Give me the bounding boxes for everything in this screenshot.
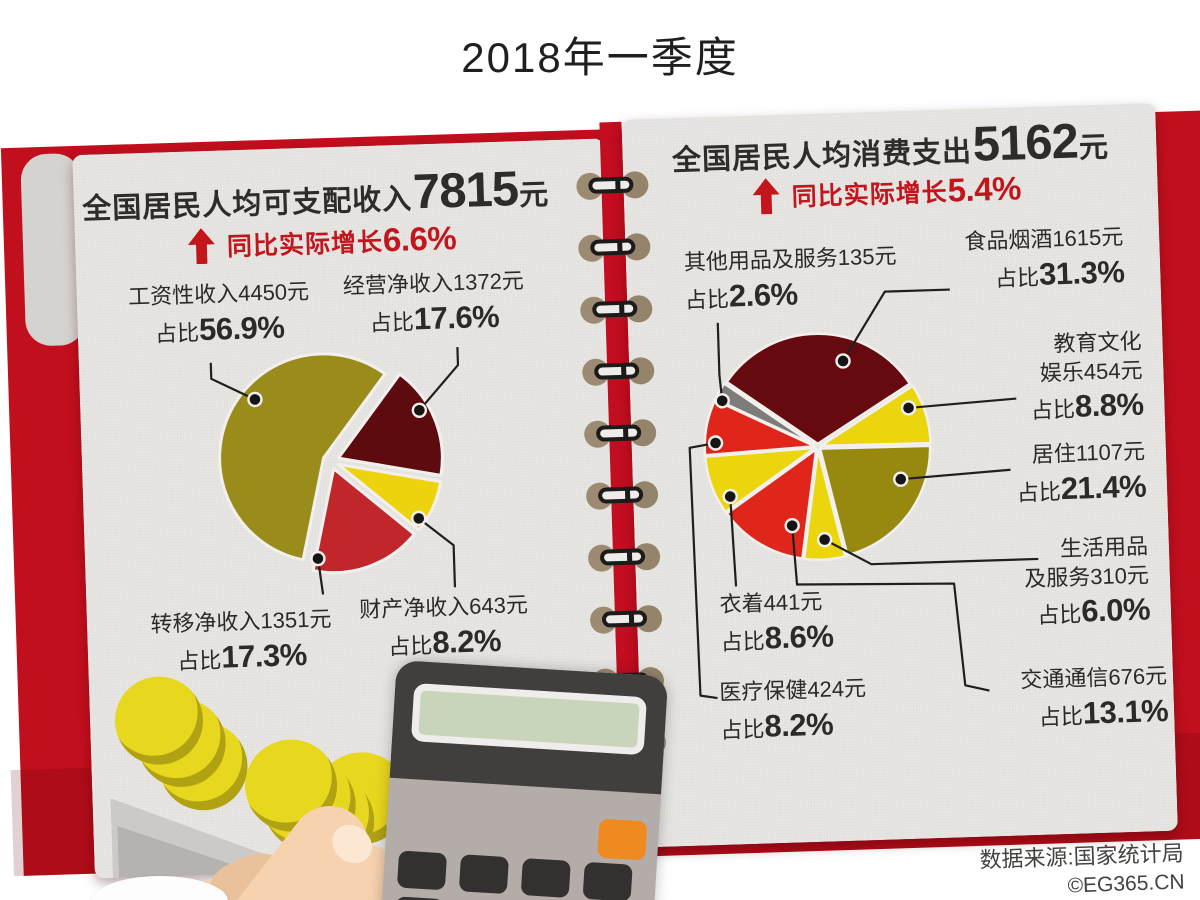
left-pie-leader-line-0 — [209, 362, 256, 401]
ring-wire-bar — [621, 364, 627, 377]
left-pie-anchor-dot-2 — [310, 550, 326, 567]
left-pie-leader-line-1 — [418, 347, 460, 412]
left-headline-unit: 元 — [518, 179, 550, 213]
right-pie-anchor-dot-7 — [707, 435, 724, 451]
label-transfer-income: 转移净收入1351元 占比17.3% — [150, 606, 332, 675]
right-pie-leader-line-0 — [716, 322, 724, 401]
right-pie-anchor-dot-6 — [722, 488, 738, 505]
ring-wire — [601, 610, 648, 628]
right-pie-anchor-dot-5 — [784, 517, 800, 534]
up-arrow-icon — [752, 178, 780, 215]
binding-ring — [583, 418, 657, 450]
calculator-key — [582, 861, 633, 900]
left-pie-anchor-dot-3 — [411, 510, 427, 527]
label-education-culture: 教育文化 娱乐454元 占比8.8% — [1030, 328, 1145, 424]
left-pie-leader-line-2 — [316, 558, 325, 595]
right-pie-slice-1 — [819, 384, 932, 448]
calculator-key — [458, 854, 509, 895]
right-pie-slice-6 — [703, 398, 817, 457]
ring-wire-bar — [628, 612, 635, 625]
binding-ring — [589, 604, 663, 636]
calculator-key — [396, 850, 448, 891]
right-pie-leader-line-7 — [688, 441, 718, 700]
calculator-orange-button — [597, 818, 648, 861]
right-pie-leader-line-6 — [729, 496, 738, 587]
label-food-tobacco: 食品烟酒1615元 占比31.3% — [963, 224, 1125, 292]
label-healthcare: 医疗保健424元 占比8.2% — [718, 675, 867, 744]
label-clothing: 衣着441元 占比8.6% — [719, 588, 834, 656]
binding-ring — [581, 356, 655, 388]
data-source: 数据来源:国家统计局 ©EG365.CN — [979, 838, 1185, 900]
left-pie-slice-3 — [218, 352, 387, 562]
right-pie-slice-3 — [802, 448, 847, 562]
right-growth-label: 同比实际增长 — [791, 178, 949, 212]
label-housing: 居住1107元 占比21.4% — [1016, 438, 1147, 506]
ring-wire-bar — [622, 426, 629, 439]
right-pie-slice-2 — [818, 444, 932, 557]
page-title: 2018年一季度 — [461, 34, 739, 81]
left-pie-anchor-dot-0 — [247, 391, 263, 408]
left-pie-leader-line-3 — [418, 517, 457, 588]
binding-ring — [579, 294, 653, 326]
ring-wire-bar — [617, 240, 623, 253]
label-property-income: 财产净收入643元 占比8.2% — [358, 591, 529, 660]
ring-wire — [595, 424, 642, 442]
calculator — [379, 659, 669, 900]
left-headline-value: 7815 — [412, 162, 519, 220]
right-headline-unit: 元 — [1078, 131, 1110, 165]
calculator-key — [520, 858, 571, 898]
ring-wire-bar — [626, 550, 633, 563]
binding-ring — [587, 542, 661, 574]
ring-wire — [599, 548, 646, 566]
left-pie-slice-0 — [336, 372, 444, 477]
left-pie-slice-2 — [311, 467, 416, 575]
right-pie-anchor-dot-3 — [893, 471, 909, 487]
label-household-goods: 生活用品 及服务310元 占比6.0% — [1023, 533, 1151, 629]
label-wage-income: 工资性收入4450元 占比56.9% — [127, 278, 310, 347]
right-pie-slice-4 — [725, 448, 818, 560]
left-growth-value: 6.6% — [382, 219, 457, 259]
ring-wire — [597, 486, 644, 504]
ring-wire — [592, 300, 638, 318]
binding-ring — [575, 170, 649, 202]
right-pie-anchor-dot-0 — [714, 393, 730, 409]
binding-ring — [585, 480, 659, 512]
ring-wire — [588, 176, 634, 194]
right-headline-value: 5162 — [971, 114, 1079, 172]
left-pie-slice-1 — [336, 462, 443, 532]
right-pie-anchor-dot-2 — [900, 400, 917, 416]
label-business-income: 经营净收入1372元 占比17.6% — [342, 267, 525, 337]
right-growth-value: 5.4% — [947, 169, 1022, 209]
right-pie-slice-7 — [714, 382, 817, 447]
ring-wire — [590, 238, 636, 256]
right-pie-slice-0 — [725, 332, 912, 446]
right-pie-anchor-dot-4 — [816, 531, 833, 548]
right-page: 全国居民人均消费支出 5162 元 同比实际增长 5.4% 其他用品及服务135元 占… — [621, 103, 1178, 848]
binding-ring — [577, 232, 651, 264]
up-arrow-icon — [187, 228, 215, 265]
calculator-key — [394, 896, 445, 900]
ring-wire-bar — [615, 178, 621, 192]
label-transport-communication: 交通通信676元 占比13.1% — [1020, 662, 1169, 731]
right-pie-anchor-dot-1 — [835, 353, 851, 369]
right-pie-slice-5 — [704, 446, 817, 514]
ring-wire-bar — [624, 488, 631, 501]
left-pie-anchor-dot-1 — [411, 402, 428, 418]
ring-wire-bar — [619, 302, 625, 315]
left-growth-label: 同比实际增长 — [226, 228, 384, 262]
ring-wire — [593, 362, 640, 380]
left-headline-text: 全国居民人均可支配收入 — [81, 183, 413, 226]
